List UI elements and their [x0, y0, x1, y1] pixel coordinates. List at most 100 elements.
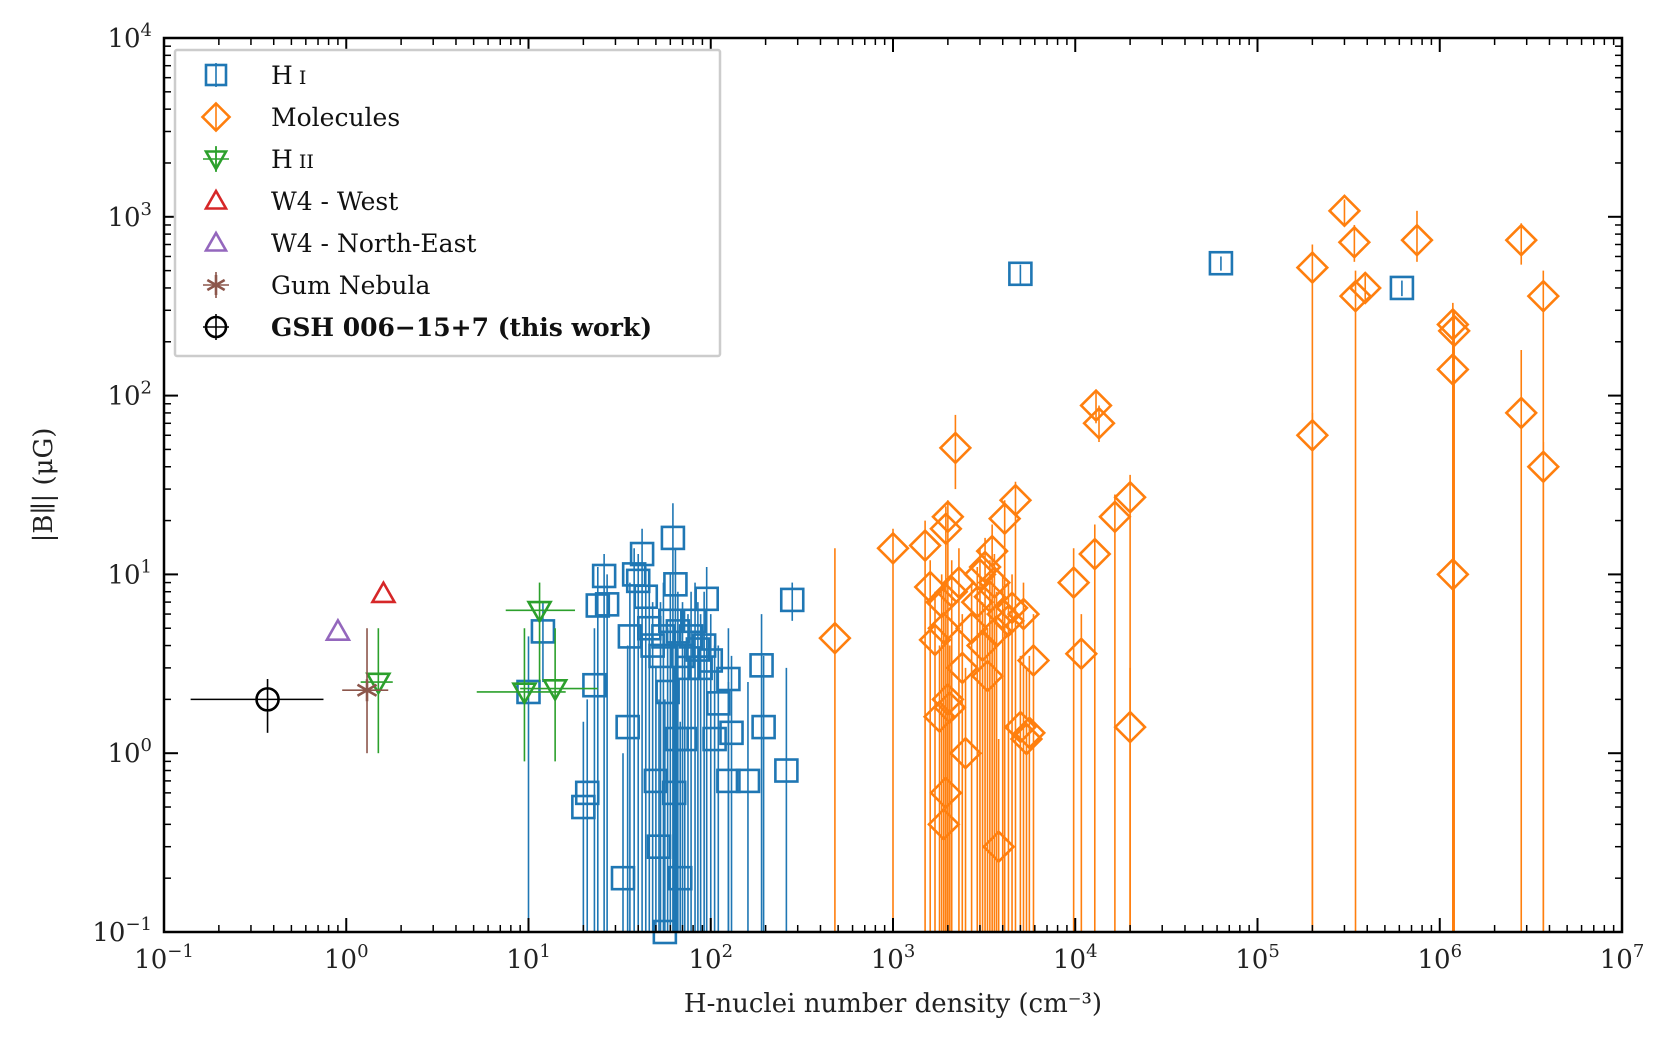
data-point-shape [1082, 406, 1116, 440]
legend: H I Molecules H II W4 - West W4 - North-East Gu… [173, 48, 722, 358]
data-point [735, 768, 761, 794]
data-point-shape [913, 570, 947, 604]
data-point-shape [998, 483, 1033, 517]
data-point-shape [876, 531, 910, 565]
data-point [995, 591, 1029, 625]
data-point [1003, 710, 1038, 744]
data-point-shape [1437, 314, 1471, 348]
legend-box [173, 48, 722, 358]
data-point [1526, 450, 1560, 484]
data-point-shape [1012, 716, 1047, 750]
data-point [1012, 716, 1047, 750]
data-point [998, 483, 1033, 517]
data-point [938, 431, 973, 465]
data-point-shape [625, 568, 651, 594]
data-point-shape [1526, 450, 1560, 484]
data-point-shape [818, 621, 852, 655]
data-point [751, 714, 776, 740]
data-point-shape [1436, 352, 1470, 387]
data-point-shape [591, 563, 617, 589]
data-point [356, 679, 378, 702]
data-point-shape [716, 768, 741, 794]
x-tick-label: 105 [1235, 941, 1280, 975]
data-point [702, 726, 727, 752]
data-point-shape [530, 619, 556, 644]
data-point [1436, 557, 1470, 592]
x-tick-label: 107 [1600, 941, 1645, 975]
x-tick-label: 101 [506, 941, 551, 975]
x-tick-label: 106 [1417, 941, 1462, 975]
data-point-shape [324, 617, 352, 641]
series-6 [190, 679, 324, 733]
data-point [582, 672, 607, 698]
data-point-shape [660, 525, 686, 551]
data-point [774, 758, 799, 783]
data-point-shape [1436, 557, 1470, 592]
data-point-shape [927, 611, 961, 645]
data-point [663, 572, 688, 597]
data-point [960, 585, 994, 619]
data-point [876, 531, 910, 565]
data-point [591, 563, 617, 589]
x-tick-label: 103 [871, 941, 916, 975]
data-point [1098, 500, 1132, 534]
data-point-shape [651, 624, 676, 649]
series-1 [818, 194, 1560, 932]
legend-label: Molecules [271, 103, 400, 132]
data-point [749, 653, 774, 678]
data-point [698, 648, 724, 673]
legend-marker-shape [203, 188, 229, 210]
x-tick-label: 100 [324, 941, 369, 975]
data-point [1437, 314, 1471, 348]
data-point-shape [1327, 194, 1362, 228]
y-tick-label: 10−1 [92, 914, 152, 948]
axis-ticks [163, 37, 1623, 933]
data-point [370, 580, 397, 604]
x-tick-label: 104 [1053, 941, 1098, 975]
data-point-shape [1079, 388, 1113, 423]
y-axis-label: |B∥| (μG) [29, 428, 59, 543]
data-point-shape [751, 714, 776, 740]
data-point [1504, 396, 1538, 430]
data-point-shape [995, 591, 1029, 625]
data-point [913, 570, 947, 604]
data-point-shape [1003, 710, 1038, 744]
data-point-shape [365, 672, 392, 696]
data-point [1056, 565, 1091, 600]
data-point-shape [629, 541, 655, 567]
data-point [660, 525, 686, 551]
data-point [1436, 307, 1470, 342]
data-point [948, 736, 983, 770]
data-point [975, 534, 1009, 568]
data-point [1348, 271, 1382, 305]
data-point [716, 768, 741, 794]
legend-marker-shape [200, 101, 232, 133]
data-point [526, 600, 553, 624]
legend-label: H II [271, 145, 314, 174]
series-3 [370, 580, 397, 604]
data-point-shape [255, 687, 280, 712]
data-point-shape [1389, 275, 1415, 301]
data-point-shape [1078, 537, 1112, 571]
legend-label: W4 - North-East [271, 229, 476, 258]
data-point-shape [719, 720, 744, 746]
data-point [719, 720, 744, 746]
data-point-shape [1064, 637, 1099, 671]
data-point-shape [1008, 261, 1033, 287]
data-point [629, 541, 655, 567]
legend-marker [203, 230, 229, 252]
data-point-shape [970, 659, 1005, 693]
data-point-shape [663, 572, 688, 597]
data-point-shape [1113, 710, 1147, 744]
data-point-shape [960, 585, 994, 619]
data-point-shape [918, 623, 952, 657]
legend-marker-shape [203, 150, 229, 172]
data-point [324, 617, 352, 641]
data-point [1208, 250, 1234, 276]
y-tick-label: 102 [107, 378, 152, 412]
legend-marker-shape [203, 230, 229, 252]
data-point-shape [975, 534, 1009, 568]
data-point-shape [1016, 643, 1051, 678]
data-point [1006, 597, 1041, 631]
